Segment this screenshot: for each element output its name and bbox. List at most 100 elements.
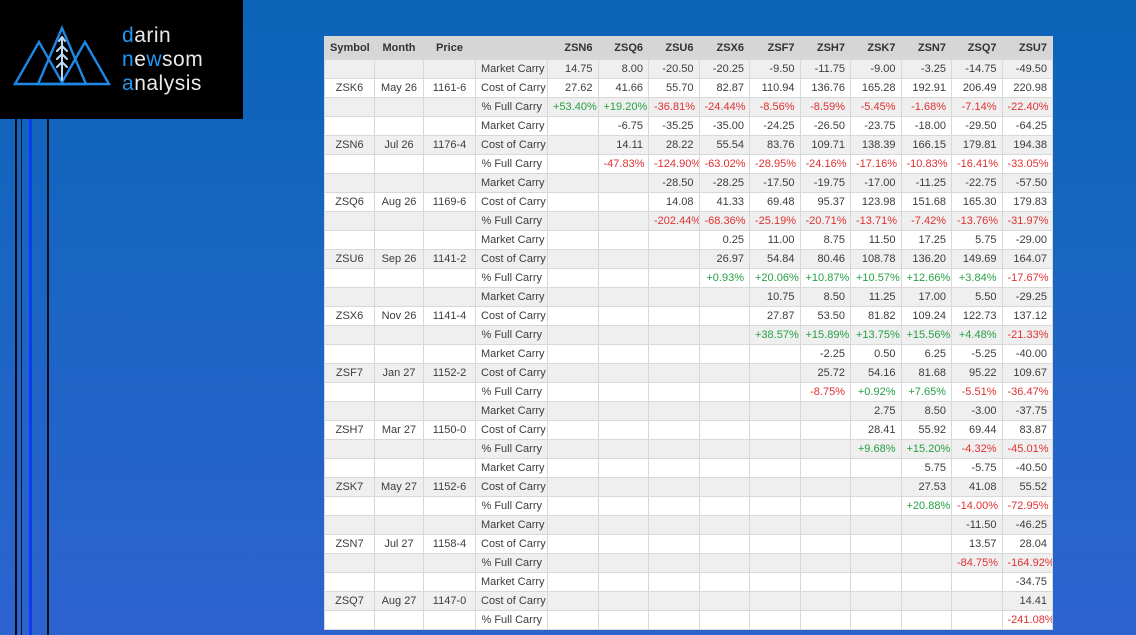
value-cell: 26.97 (698, 249, 750, 269)
value-cell: 179.83 (1001, 192, 1053, 212)
value-cell: 41.08 (951, 477, 1003, 497)
value-cell (799, 610, 851, 630)
symbol-cell (324, 515, 375, 535)
decor-line-blue (29, 119, 32, 635)
value-cell (698, 496, 750, 516)
value-cell: 80.46 (799, 249, 851, 269)
value-cell (850, 496, 902, 516)
price-cell (423, 173, 476, 193)
month-cell (374, 116, 424, 136)
price-cell (423, 325, 476, 345)
row-label: Cost of Carry (475, 534, 548, 554)
column-header: ZSX6 (698, 36, 750, 60)
value-cell: 0.25 (698, 230, 750, 250)
value-cell: -46.25 (1001, 515, 1053, 535)
value-cell: 151.68 (900, 192, 952, 212)
value-cell: 14.08 (648, 192, 700, 212)
row-label: Cost of Carry (475, 306, 548, 326)
value-cell (547, 116, 599, 136)
value-cell: 55.52 (1001, 477, 1053, 497)
value-cell: +3.84% (951, 268, 1003, 288)
row-label: Market Carry (475, 116, 548, 136)
row-label: % Full Carry (475, 325, 548, 345)
value-cell: -25.19% (749, 211, 801, 231)
value-cell (749, 553, 801, 573)
month-cell (374, 458, 424, 478)
symbol-cell (324, 496, 375, 516)
value-cell: 25.72 (799, 363, 851, 383)
value-cell (698, 363, 750, 383)
value-cell: -31.97% (1001, 211, 1053, 231)
value-cell: 95.37 (799, 192, 851, 212)
row-label: % Full Carry (475, 154, 548, 174)
value-cell: 108.78 (850, 249, 902, 269)
value-cell (799, 515, 851, 535)
row-label: Market Carry (475, 287, 548, 307)
price-cell (423, 439, 476, 459)
value-cell (648, 287, 700, 307)
row-label: % Full Carry (475, 97, 548, 117)
value-cell: -11.75 (799, 59, 851, 79)
value-cell (749, 610, 801, 630)
value-cell (900, 534, 952, 554)
symbol-cell (324, 211, 375, 231)
value-cell (749, 439, 801, 459)
value-cell: -6.75 (597, 116, 649, 136)
month-cell: Jul 27 (374, 534, 424, 554)
logo-letter: n (122, 47, 135, 71)
table-row: % Full Carry -47.83% -124.90% -63.02% -28.95… (324, 154, 1053, 174)
month-cell (374, 496, 424, 516)
value-cell: 28.22 (648, 135, 700, 155)
symbol-cell (324, 230, 375, 250)
value-cell: 53.50 (799, 306, 851, 326)
value-cell: 220.98 (1001, 78, 1053, 98)
value-cell (597, 287, 649, 307)
value-cell (698, 287, 750, 307)
value-cell: 192.91 (900, 78, 952, 98)
value-cell: -49.50 (1001, 59, 1053, 79)
value-cell: 83.76 (749, 135, 801, 155)
value-cell: 55.54 (698, 135, 750, 155)
value-cell (799, 553, 851, 573)
value-cell: +0.93% (698, 268, 750, 288)
row-label: Market Carry (475, 173, 548, 193)
value-cell (749, 363, 801, 383)
value-cell (597, 553, 649, 573)
value-cell (698, 306, 750, 326)
logo-line-3: analysis (122, 72, 203, 96)
value-cell: 81.68 (900, 363, 952, 383)
table-row: ZSF7 Jan 27 1152-2 Cost of Carry 25.72 54.16 8… (324, 363, 1053, 383)
price-cell (423, 458, 476, 478)
price-cell: 1169-6 (423, 192, 476, 212)
value-cell (547, 344, 599, 364)
value-cell: -9.50 (749, 59, 801, 79)
table-row: Market Carry 5.75 -5.75 -40.50 (324, 458, 1053, 478)
value-cell: 109.67 (1001, 363, 1053, 383)
value-cell: 55.92 (900, 420, 952, 440)
value-cell (547, 610, 599, 630)
price-cell (423, 154, 476, 174)
logo-line-1: darin (122, 24, 203, 48)
column-header: ZSQ6 (597, 36, 649, 60)
table-row: Market Carry -11.50 -46.25 (324, 515, 1053, 535)
month-cell (374, 325, 424, 345)
value-cell (850, 477, 902, 497)
value-cell: 28.04 (1001, 534, 1053, 554)
value-cell (597, 344, 649, 364)
column-header: Symbol (324, 36, 375, 60)
value-cell: -34.75 (1001, 572, 1053, 592)
value-cell: -124.90% (648, 154, 700, 174)
value-cell: -36.47% (1001, 382, 1053, 402)
value-cell: -24.25 (749, 116, 801, 136)
row-label: Market Carry (475, 59, 548, 79)
price-cell (423, 59, 476, 79)
value-cell: 54.16 (850, 363, 902, 383)
column-header: ZSU7 (1001, 36, 1053, 60)
logo-wordmark: darin newsom analysis (122, 24, 203, 96)
value-cell: 27.62 (547, 78, 599, 98)
value-cell (547, 230, 599, 250)
row-label: % Full Carry (475, 439, 548, 459)
carry-table: Symbol Month Price ZSN6 ZSQ6 ZSU6 ZSX6 ZSF7 ZSH7… (324, 36, 1053, 630)
row-label: Cost of Carry (475, 135, 548, 155)
value-cell (648, 230, 700, 250)
